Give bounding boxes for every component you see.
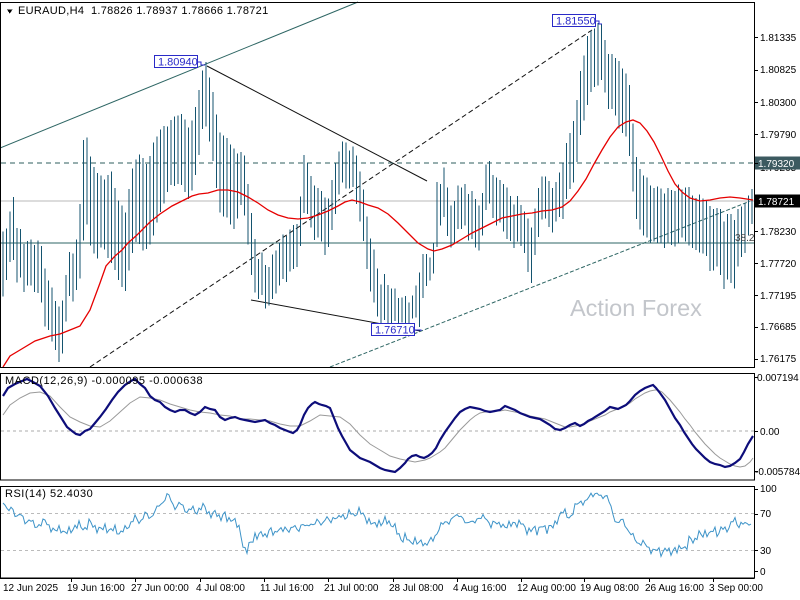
svg-text:1.81550: 1.81550 bbox=[556, 16, 596, 28]
svg-text:26 Aug 16:00: 26 Aug 16:00 bbox=[645, 583, 704, 594]
svg-text:1.81335: 1.81335 bbox=[760, 33, 797, 44]
svg-text:38.2: 38.2 bbox=[735, 233, 755, 244]
svg-text:28 Jul 08:00: 28 Jul 08:00 bbox=[389, 583, 444, 594]
svg-text:30: 30 bbox=[760, 546, 772, 557]
svg-text:1.77720: 1.77720 bbox=[760, 259, 797, 270]
svg-text:12 Aug 00:00: 12 Aug 00:00 bbox=[517, 583, 576, 594]
svg-text:RSI(14) 52.4030: RSI(14) 52.4030 bbox=[5, 488, 93, 500]
svg-text:3 Sep 00:00: 3 Sep 00:00 bbox=[709, 583, 763, 594]
svg-text:4 Aug 16:00: 4 Aug 16:00 bbox=[453, 583, 507, 594]
svg-text:1.79790: 1.79790 bbox=[760, 130, 797, 141]
svg-text:1.80825: 1.80825 bbox=[760, 65, 797, 76]
svg-text:1.77195: 1.77195 bbox=[760, 291, 797, 302]
svg-text:MACD(12,26,9) -0.000095 -0.000: MACD(12,26,9) -0.000095 -0.000638 bbox=[5, 375, 203, 387]
svg-text:70: 70 bbox=[760, 509, 772, 520]
svg-text:21 Jul 00:00: 21 Jul 00:00 bbox=[324, 583, 379, 594]
svg-text:19 Jun 16:00: 19 Jun 16:00 bbox=[67, 583, 125, 594]
svg-text:19 Aug 08:00: 19 Aug 08:00 bbox=[580, 583, 639, 594]
svg-text:0.007194: 0.007194 bbox=[757, 373, 799, 384]
svg-text:1.80940: 1.80940 bbox=[158, 57, 198, 69]
svg-text:EURAUD,H4 1.78826 1.78937 1.7: EURAUD,H4 1.78826 1.78937 1.78666 1.7872… bbox=[18, 5, 269, 17]
svg-text:27 Jun 00:00: 27 Jun 00:00 bbox=[131, 583, 189, 594]
svg-text:100: 100 bbox=[760, 484, 777, 495]
svg-text:0.00: 0.00 bbox=[760, 427, 780, 438]
svg-text:1.76710: 1.76710 bbox=[375, 325, 415, 337]
svg-text:1.79320: 1.79320 bbox=[758, 159, 795, 170]
svg-text:12 Jun 2025: 12 Jun 2025 bbox=[3, 583, 58, 594]
svg-text:1.76175: 1.76175 bbox=[760, 354, 797, 365]
svg-text:1.80300: 1.80300 bbox=[760, 98, 797, 109]
svg-text:-0.005784: -0.005784 bbox=[755, 467, 800, 478]
svg-text:11 Jul 16:00: 11 Jul 16:00 bbox=[260, 583, 314, 594]
svg-text:1.78230: 1.78230 bbox=[760, 227, 797, 238]
svg-text:0: 0 bbox=[760, 567, 766, 578]
svg-text:1.78721: 1.78721 bbox=[758, 197, 795, 208]
svg-text:4 Jul 08:00: 4 Jul 08:00 bbox=[196, 583, 245, 594]
svg-text:Action Forex: Action Forex bbox=[570, 295, 702, 321]
svg-text:1.76685: 1.76685 bbox=[760, 322, 797, 333]
